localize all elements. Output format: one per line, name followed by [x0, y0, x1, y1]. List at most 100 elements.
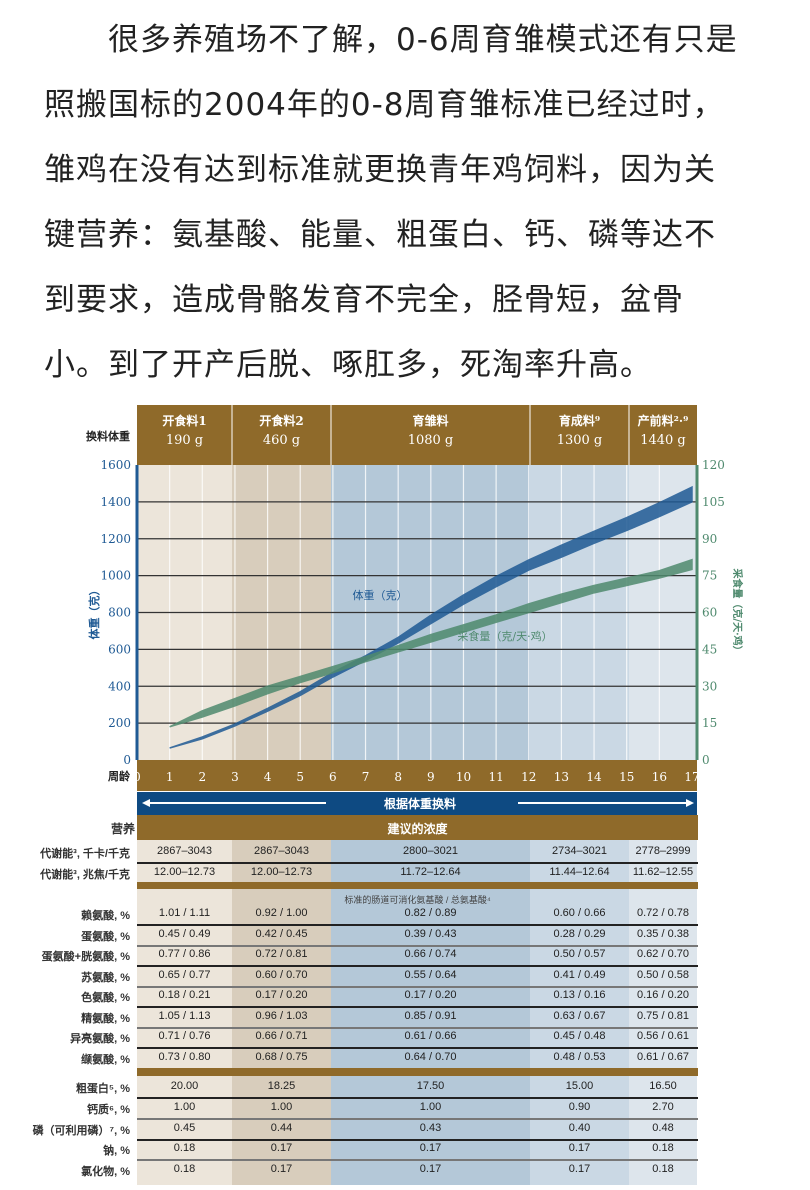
- paragraph-line: 小。到了开产后脱、啄肛多，死淘率升高。: [44, 347, 652, 383]
- cell-value: 0.72 / 0.81: [255, 948, 308, 960]
- table-title: 建议的浓度: [387, 822, 448, 836]
- y-tick-label: 0: [123, 753, 131, 767]
- cell-value: 1.00: [419, 1100, 442, 1113]
- feed-weight: 460 g: [263, 433, 300, 448]
- cell-value: 0.42 / 0.45: [255, 927, 308, 940]
- cell-value: 0.17: [568, 1142, 591, 1155]
- table-row: 蛋氨酸+胱氨酸, % 0.77 / 0.86 0.72 / 0.81 0.66 / 0…: [0, 945, 700, 966]
- feed-weight: 1300 g: [557, 433, 603, 448]
- switch-band-label: 根据体重换料: [384, 796, 456, 811]
- x-tick-label: 5: [296, 770, 304, 784]
- cell-value: 0.85 / 0.91: [404, 1009, 457, 1022]
- header-row-label: 换料体重: [86, 429, 130, 443]
- week-axis-band: [137, 760, 697, 791]
- cell-value: 0.50 / 0.58: [637, 968, 689, 981]
- table-row: 色氨酸, % 0.18 / 0.21 0.17 / 0.20 0.17 / 0.20 0…: [0, 986, 700, 1007]
- row-label: 苏氨酸, %: [81, 971, 130, 984]
- cell-value: 2734–3021: [551, 845, 608, 857]
- cell-value: 1.00: [270, 1100, 293, 1113]
- x-tick-label: 7: [362, 770, 370, 784]
- cell-value: 0.17 / 0.20: [404, 989, 457, 1001]
- row-label: 缬氨酸, %: [81, 1053, 130, 1066]
- row-divider: [137, 1006, 698, 1008]
- x-tick-label: 15: [619, 770, 634, 784]
- cell-value: 0.71 / 0.76: [158, 1030, 211, 1042]
- cell-value: 0.18 / 0.21: [158, 989, 211, 1001]
- feed-weight: 1080 g: [408, 433, 454, 448]
- row-label: 代谢能³, 兆焦/千克: [40, 869, 130, 881]
- row-divider: [137, 1026, 698, 1029]
- cell-value: 1.01 / 1.11: [158, 907, 211, 919]
- cell-value: 0.68 / 0.75: [255, 1050, 308, 1063]
- row-divider: [137, 1138, 698, 1141]
- cell-value: 0.61 / 0.67: [637, 1050, 689, 1063]
- table-row: 磷（可利用磷）⁷, % 0.45 0.44 0.43 0.40 0.48: [0, 1119, 700, 1140]
- row-label: 钙质⁶, %: [87, 1103, 130, 1116]
- growth-chart: 开食料1 190 g 开食料2 460 g 育雏料 1080 g 育成料⁹ 1300 g 产前料…: [86, 405, 744, 815]
- cell-value: 0.18: [173, 1142, 196, 1155]
- paragraph-line: 键营养：氨基酸、能量、粗蛋白、钙、磷等达不: [44, 217, 716, 253]
- x-tick-label: 12: [521, 770, 536, 784]
- x-tick-label: 6: [329, 770, 337, 784]
- cell-value: 2867–3043: [156, 845, 213, 857]
- feed-name: 育成料⁹: [559, 413, 600, 428]
- paragraph-line: 到要求，造成骨骼发育不完全，胫骨短，盆骨: [44, 282, 684, 318]
- x-tick-label: 10: [456, 770, 471, 784]
- y2-tick-label: 0: [702, 753, 710, 767]
- cell-value: 0.82 / 0.89: [404, 907, 457, 919]
- cell-value: 2867–3043: [253, 845, 310, 857]
- y2-tick-label: 30: [702, 679, 717, 693]
- column-background: [530, 840, 629, 1185]
- cell-value: 11.72–12.64: [400, 866, 461, 878]
- table-label-header: 营养: [110, 822, 135, 836]
- row-label: 磷（可利用磷）⁷, %: [32, 1124, 130, 1137]
- table-row: 缬氨酸, % 0.73 / 0.80 0.68 / 0.75 0.64 / 0.70 0…: [0, 1048, 700, 1069]
- table-row: 代谢能³, 千卡/千克 2867–3043 2867–3043 2800–3021 27…: [0, 842, 700, 863]
- cell-value: 0.41 / 0.49: [553, 968, 606, 981]
- x-tick-label: 11: [488, 770, 503, 784]
- column-background: [232, 840, 331, 1185]
- cell-value: 0.18: [652, 1163, 674, 1176]
- row-label: 蛋氨酸+胱氨酸, %: [41, 951, 130, 963]
- y2-tick-label: 45: [702, 642, 717, 656]
- cell-value: 2778–2999: [635, 845, 691, 857]
- row-divider: [137, 1159, 698, 1162]
- y-tick-label: 200: [108, 716, 131, 730]
- table-row: 蛋氨酸, % 0.45 / 0.49 0.42 / 0.45 0.39 / 0.43 0…: [0, 925, 700, 946]
- y2-tick-label: 60: [702, 606, 717, 620]
- cell-value: 0.18: [173, 1163, 196, 1176]
- cell-value: 0.43: [419, 1121, 442, 1134]
- table-row: 赖氨酸, % 1.01 / 1.11 0.92 / 1.00 0.82 / 0.89 0…: [0, 904, 700, 925]
- row-divider: [137, 1117, 698, 1120]
- column-background: [137, 840, 232, 1185]
- y-tick-label: 400: [108, 679, 131, 693]
- cell-value: 0.17: [419, 1142, 442, 1155]
- feed-name: 开食料2: [259, 413, 303, 428]
- x-tick-label: 17: [684, 770, 699, 784]
- cell-value: 12.00–12.73: [153, 866, 216, 878]
- x-axis-title: 周龄: [108, 769, 131, 783]
- y-tick-label: 1200: [100, 532, 131, 546]
- x-tick-label: 16: [652, 770, 667, 784]
- cell-value: 0.40: [568, 1121, 591, 1134]
- cell-value: 0.64 / 0.70: [404, 1050, 457, 1063]
- table-row: 异亮氨酸, % 0.71 / 0.76 0.66 / 0.71 0.61 / 0.66…: [0, 1027, 700, 1048]
- cell-value: 2.70: [652, 1100, 674, 1113]
- y-tick-label: 800: [108, 606, 131, 620]
- cell-value: 11.44–12.64: [549, 866, 610, 878]
- cell-value: 0.92 / 1.00: [255, 907, 308, 919]
- x-tick-label: 9: [427, 770, 435, 784]
- row-label: 色氨酸, %: [81, 992, 130, 1004]
- row-label: 粗蛋白⁵, %: [75, 1083, 130, 1095]
- x-tick-label: 4: [264, 770, 272, 784]
- row-divider: [137, 862, 698, 864]
- y2-tick-label: 15: [702, 716, 717, 730]
- feed-name: 开食料1: [162, 413, 206, 428]
- cell-value: 11.62–12.55: [632, 866, 694, 878]
- cell-value: 0.72 / 0.78: [637, 907, 689, 919]
- cell-value: 0.17: [419, 1163, 442, 1176]
- cell-value: 0.50 / 0.57: [553, 948, 606, 960]
- y2-tick-label: 105: [702, 495, 725, 509]
- cell-value: 1.05 / 1.13: [158, 1009, 211, 1022]
- cell-value: 0.45 / 0.48: [553, 1030, 606, 1042]
